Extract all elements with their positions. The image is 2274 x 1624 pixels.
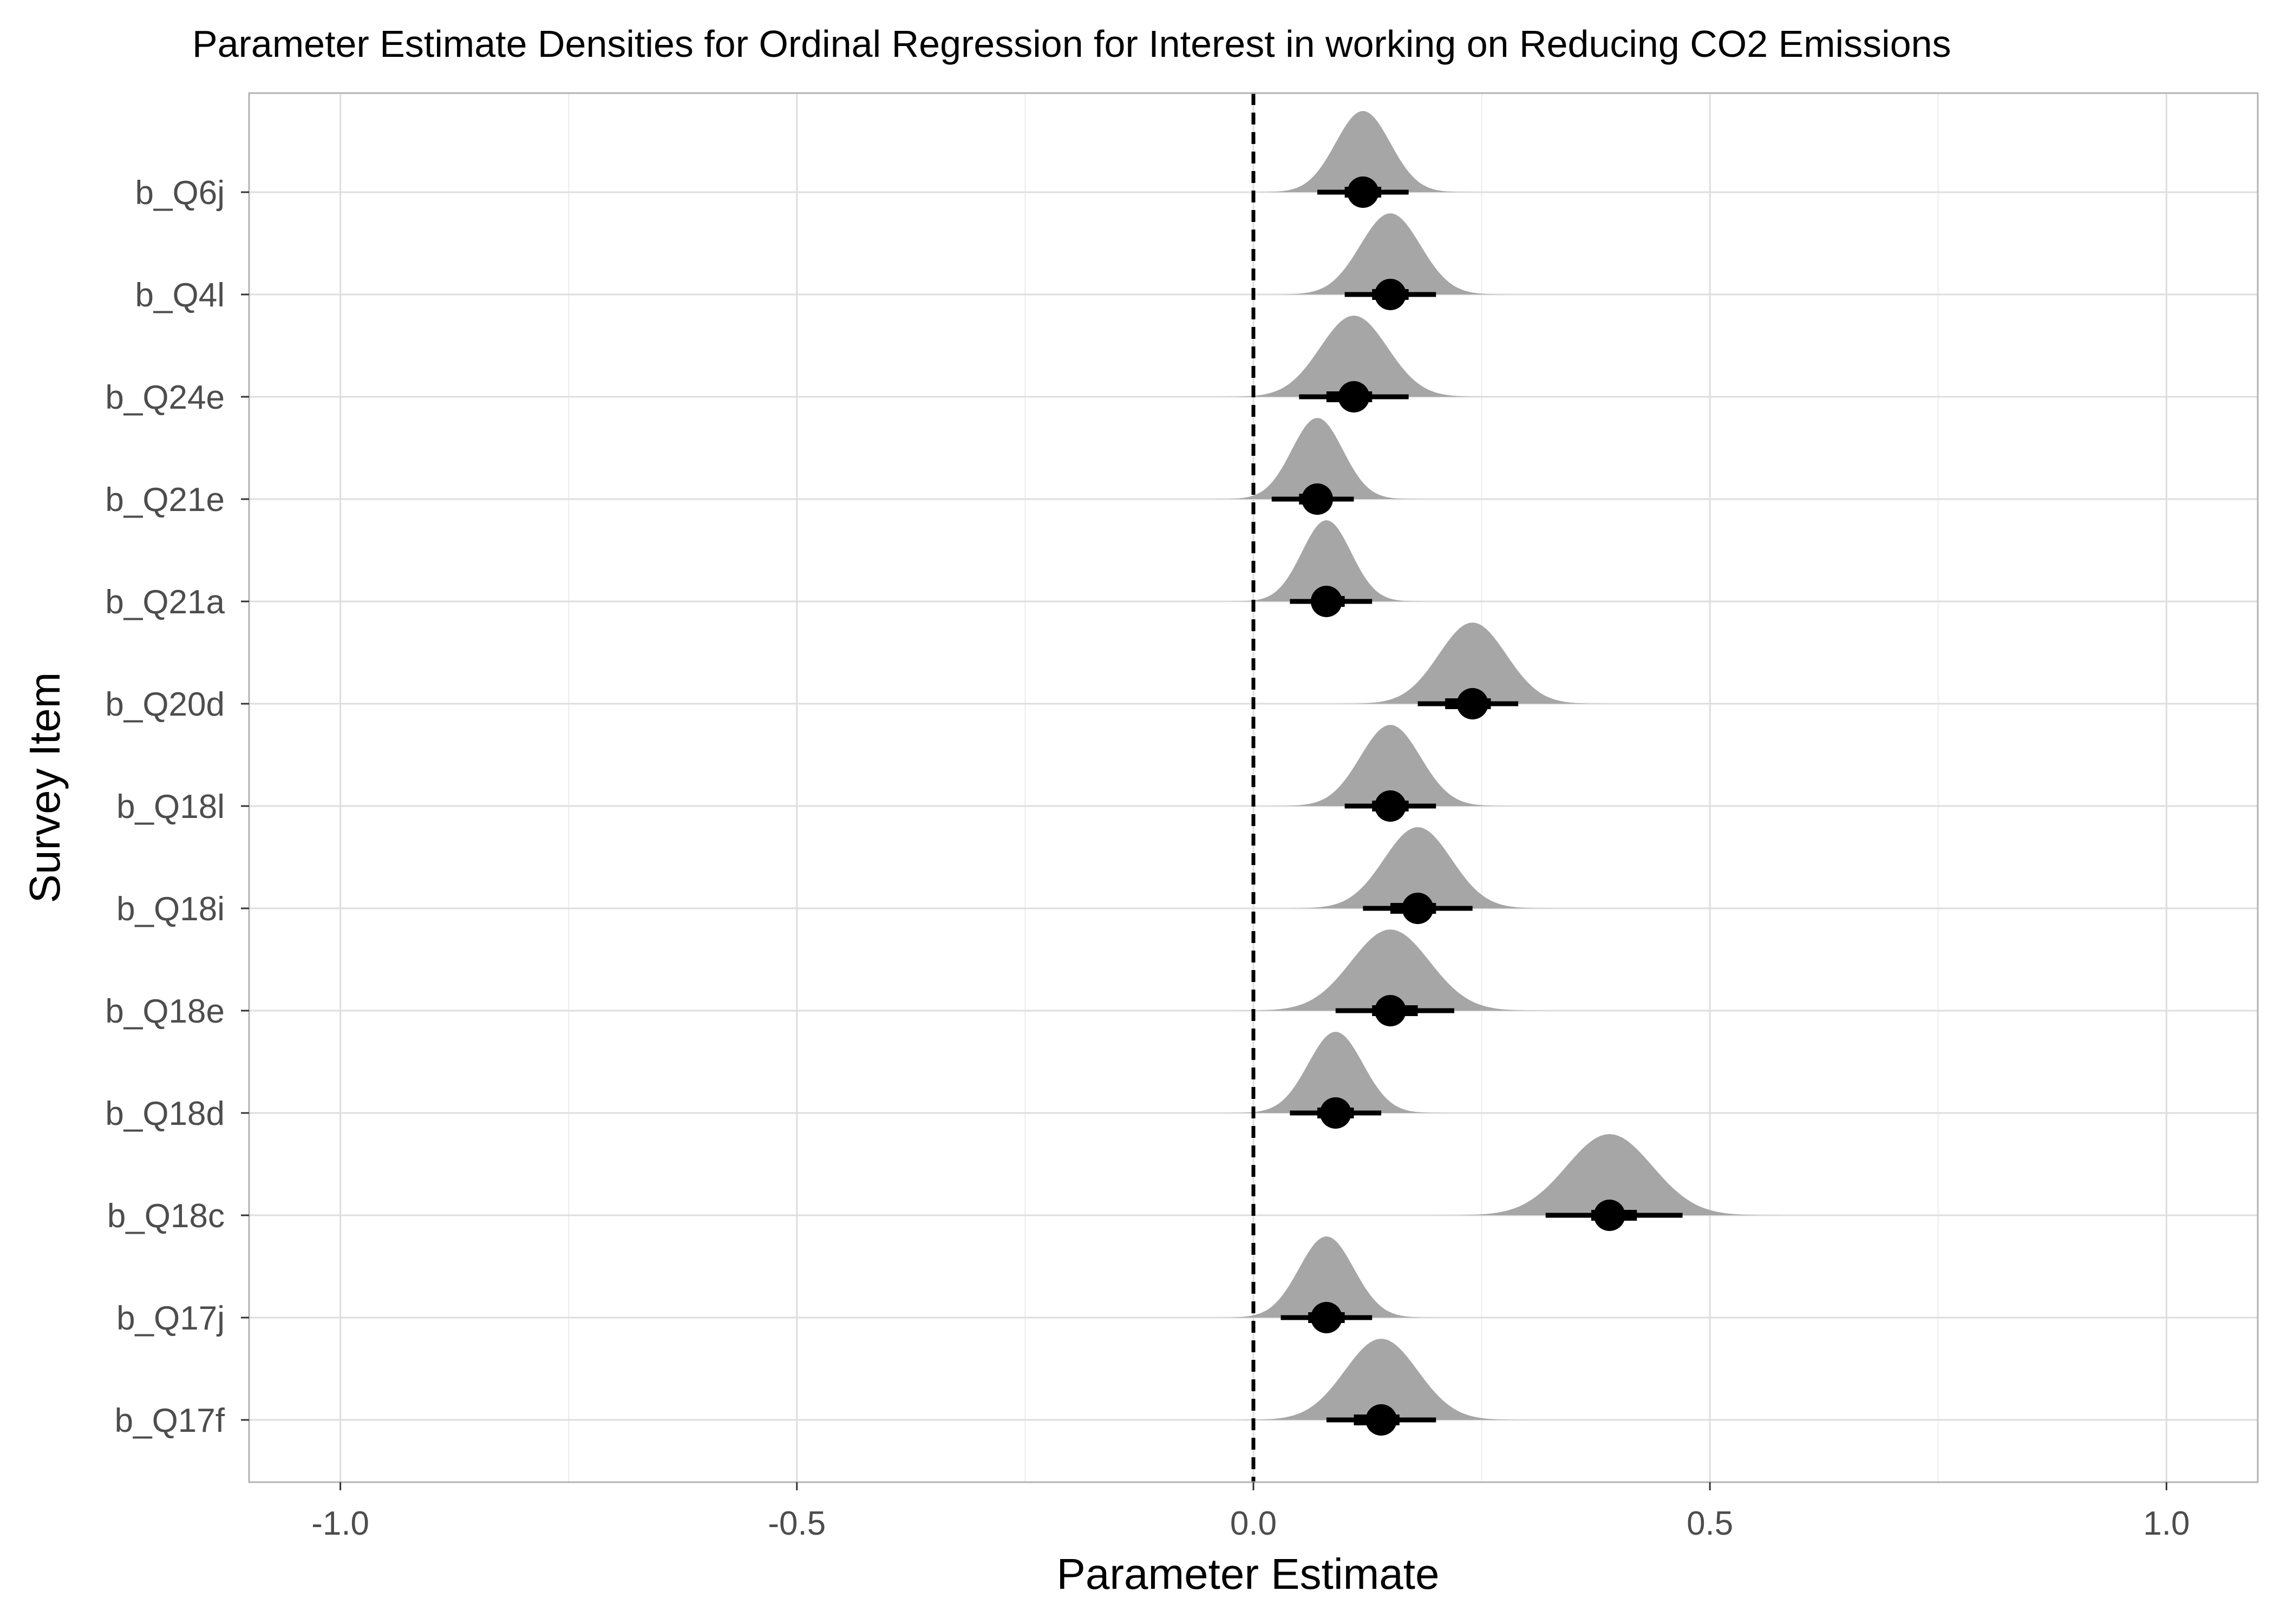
y-tick-label: b_Q18l: [116, 788, 225, 826]
y-tick-label: b_Q18d: [105, 1095, 225, 1132]
point-estimate-b_Q18e: [1374, 995, 1406, 1026]
x-axis-tick-labels: -1.0 -0.5 0.0 0.5 1.0: [311, 1482, 2190, 1542]
x-axis-title: Parameter Estimate: [1057, 1550, 1440, 1598]
density-b_Q4l: [1270, 213, 1511, 294]
x-tick-label: 1.0: [2143, 1505, 2190, 1542]
point-estimate-b_Q18c: [1593, 1200, 1625, 1231]
y-tick-label: b_Q18e: [105, 993, 225, 1030]
density-b_Q18d: [1226, 1032, 1446, 1113]
point-estimate-b_Q21e: [1302, 483, 1334, 515]
density-b_Q18e: [1233, 929, 1547, 1011]
y-tick-label: b_Q18i: [116, 890, 225, 928]
point-estimate-b_Q18i: [1402, 893, 1434, 924]
y-tick-label: b_Q18c: [107, 1197, 225, 1235]
point-estimate-b_Q21a: [1310, 586, 1342, 617]
interval-layer: [1271, 176, 1683, 1436]
y-tick-label: b_Q17f: [115, 1402, 225, 1439]
density-b_Q18l: [1270, 725, 1511, 806]
point-estimate-b_Q17j: [1310, 1302, 1342, 1333]
x-tick-label: -0.5: [768, 1505, 826, 1542]
density-b_Q24e: [1218, 316, 1489, 397]
density-b_Q21e: [1215, 418, 1420, 499]
y-axis-tick-labels: b_Q6j b_Q4l b_Q24e b_Q21e b_Q21a b_Q20d b_Q18l…: [105, 174, 249, 1439]
x-tick-label: -1.0: [311, 1505, 369, 1542]
point-estimate-b_Q6j: [1347, 176, 1379, 208]
x-tick-label: 0.5: [1687, 1505, 1733, 1542]
chart-title: Parameter Estimate Densities for Ordinal…: [192, 23, 1951, 65]
point-estimate-b_Q20d: [1456, 688, 1488, 719]
x-tick-label: 0.0: [1230, 1505, 1277, 1542]
point-estimate-b_Q18d: [1319, 1097, 1351, 1129]
point-estimate-b_Q4l: [1374, 279, 1406, 310]
density-b_Q18c: [1437, 1134, 1781, 1215]
y-tick-label: b_Q17j: [116, 1300, 225, 1337]
y-tick-label: b_Q6j: [135, 174, 225, 212]
density-b_Q17f: [1235, 1339, 1527, 1420]
y-tick-label: b_Q24e: [105, 379, 225, 416]
point-estimate-b_Q17f: [1365, 1404, 1397, 1436]
point-estimate-b_Q24e: [1338, 381, 1370, 412]
density-layer: [1215, 111, 1781, 1420]
point-estimate-b_Q18l: [1374, 790, 1406, 822]
density-b_Q21a: [1227, 520, 1425, 601]
density-b_Q20d: [1337, 623, 1608, 704]
y-tick-label: b_Q4l: [135, 277, 225, 314]
y-axis-title: Survey Item: [21, 672, 69, 903]
y-tick-label: b_Q20d: [105, 686, 225, 723]
density-b_Q6j: [1253, 111, 1473, 192]
density-b_Q18i: [1283, 827, 1553, 908]
y-tick-label: b_Q21a: [105, 584, 225, 621]
density-b_Q17j: [1217, 1236, 1436, 1318]
y-tick-label: b_Q21e: [105, 481, 225, 519]
